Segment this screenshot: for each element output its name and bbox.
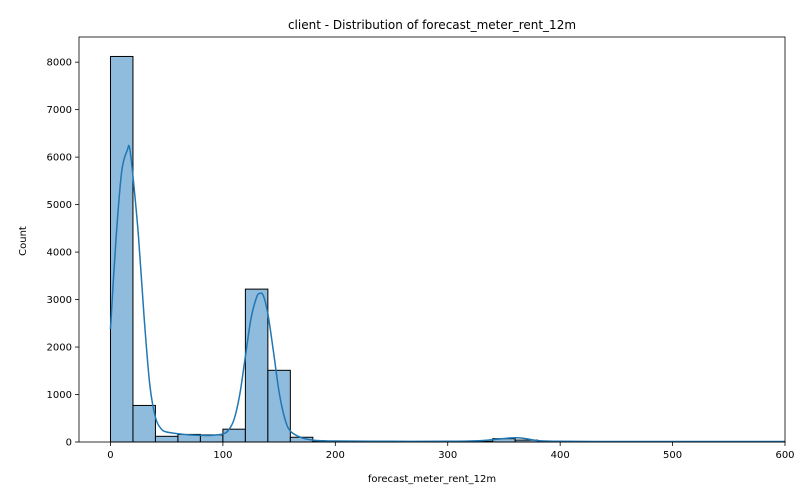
x-tick-label-400: 400 [551,450,570,461]
x-tick-label-600: 600 [775,450,794,461]
x-axis-ticks: 0 100 200 300 400 500 600 [107,442,795,461]
x-tick-label-100: 100 [213,450,232,461]
x-tick-label-300: 300 [438,450,457,461]
y-tick-label-8000: 8000 [47,58,72,69]
y-tick-label-7000: 7000 [47,105,72,116]
histogram-bar-6 [244,288,269,443]
histogram-bar-1 [132,404,156,443]
x-tick-label-500: 500 [663,450,682,461]
chart-title: client - Distribution of forecast_meter_… [288,18,576,32]
plot-frame [78,36,786,443]
y-axis-label: Count [18,226,29,256]
y-tick-label-1000: 1000 [47,390,72,401]
x-axis-label: forecast_meter_rent_12m [368,474,496,485]
y-tick-label-5000: 5000 [47,200,72,211]
x-tick-label-0: 0 [107,450,113,461]
x-tick-label-200: 200 [326,450,345,461]
y-tick-label-4000: 4000 [47,248,72,259]
kde-curve [109,144,785,443]
y-tick-label-2000: 2000 [47,343,72,354]
y-tick-label-0: 0 [66,438,72,449]
y-axis-ticks: 0 1000 2000 3000 4000 5000 6000 7000 8000 [47,58,79,449]
histogram-bar-7 [267,369,291,443]
y-tick-label-6000: 6000 [47,153,72,164]
histogram-bar-5 [222,428,246,443]
histogram-bar-2 [154,435,179,443]
histogram-bar-0 [109,55,134,443]
y-tick-label-3000: 3000 [47,295,72,306]
